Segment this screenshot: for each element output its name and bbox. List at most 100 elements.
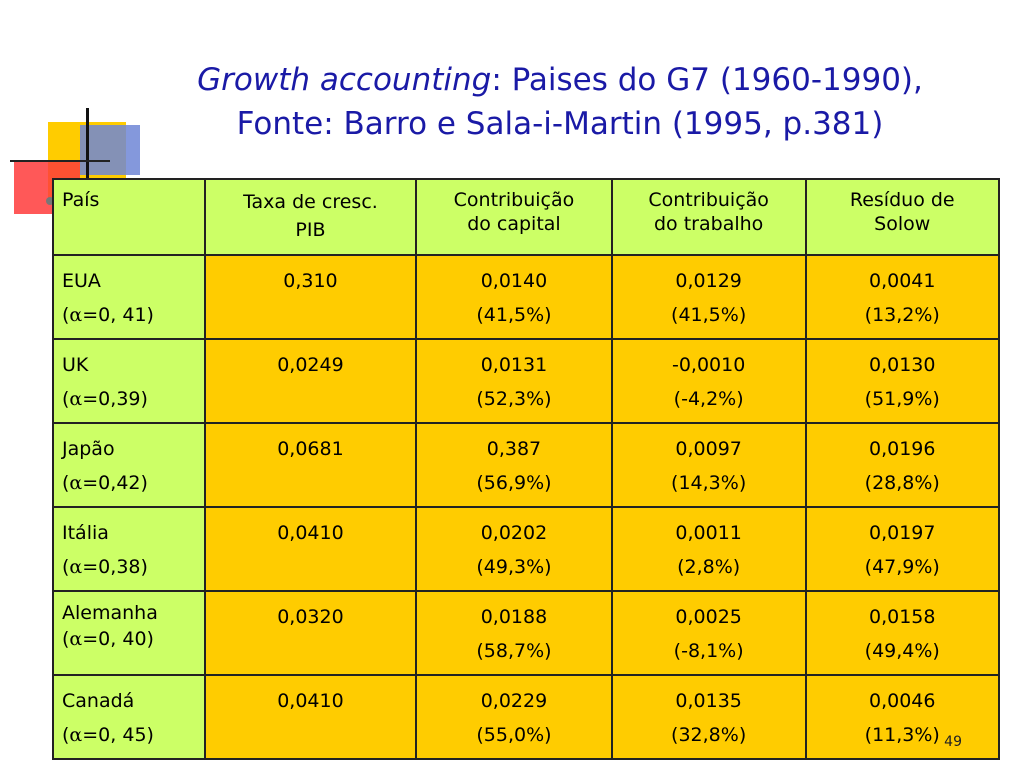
cell-value: 0,0188 — [480, 606, 548, 628]
cell-value: 0,0140 — [480, 270, 548, 292]
growth-accounting-table: País Taxa de cresc. PIB Contribuição do capi… — [52, 178, 1000, 760]
alpha-symbol: α — [69, 388, 83, 410]
capital-contribution-cell: 0,0140 (41,5%) — [415, 254, 613, 340]
open-paren: ( — [62, 628, 70, 650]
labor-contribution-cell: 0,0135 (32,8%) — [610, 674, 807, 760]
cell-percent: (49,4%) — [864, 640, 940, 662]
cell-value: 0,0131 — [480, 354, 548, 376]
cell-value: 0,0129 — [675, 270, 742, 292]
column-header: Contribuição do capital — [415, 178, 613, 256]
labor-contribution-cell: 0,0097 (14,3%) — [610, 422, 807, 508]
gdp-growth-cell: 0,0320 — [203, 590, 418, 676]
logo-vertical-line — [86, 108, 89, 203]
country-name: EUA — [62, 270, 101, 292]
alpha-symbol: α — [69, 304, 83, 326]
cell-value: 0,0130 — [869, 354, 936, 376]
capital-contribution-cell: 0,0131 (52,3%) — [415, 338, 613, 424]
slide-title: Growth accounting: Paises do G7 (1960-19… — [110, 58, 1010, 146]
cell-percent: (49,3%) — [476, 556, 552, 578]
gdp-growth-cell: 0,0410 — [203, 674, 418, 760]
solow-residual-cell: 0,0046 (11,3%) — [804, 674, 1000, 760]
solow-residual-cell: 0,0158 (49,4%) — [804, 590, 1000, 676]
country-name: Alemanha — [62, 602, 158, 624]
country-name: UK — [62, 354, 89, 376]
solow-residual-cell: 0,0196 (28,8%) — [804, 422, 1000, 508]
table-row: Japão (α=0,42) 0,0681 0,387 (56,9%) 0,0097 (14… — [52, 422, 1000, 508]
title-line-2: Fonte: Barro e Sala-i-Martin (1995, p.38… — [236, 106, 884, 142]
country-name: Itália — [62, 522, 109, 544]
gdp-growth-cell: 0,0681 — [203, 422, 418, 508]
alpha-symbol: α — [69, 724, 83, 746]
title-italic: Growth accounting — [197, 62, 492, 98]
column-header-text: PIB — [295, 219, 326, 241]
cell-value: 0,0229 — [480, 690, 548, 712]
labor-contribution-cell: 0,0011 (2,8%) — [610, 506, 807, 592]
capital-contribution-cell: 0,0188 (58,7%) — [415, 590, 613, 676]
country-alpha: (α=0, 40) — [62, 626, 196, 652]
alpha-value: =0, 41) — [82, 304, 154, 326]
open-paren: ( — [62, 556, 70, 578]
cell-value: 0,0158 — [869, 606, 936, 628]
cell-percent: (55,0%) — [476, 724, 552, 746]
country-alpha: (α=0,38) — [62, 550, 196, 584]
logo-horizontal-line — [10, 160, 110, 162]
column-header: Taxa de cresc. PIB — [203, 178, 418, 256]
alpha-value: =0, 40) — [82, 628, 154, 650]
cell-percent: (14,3%) — [671, 472, 747, 494]
cell-value: 0,0202 — [480, 522, 548, 544]
column-header-text: País — [62, 189, 100, 211]
cell-value: 0,0135 — [675, 690, 742, 712]
labor-contribution-cell: 0,0129 (41,5%) — [610, 254, 807, 340]
country-alpha: (α=0, 45) — [62, 718, 196, 752]
page-number: 49 — [944, 734, 962, 750]
column-header-text: do trabalho — [654, 213, 764, 235]
table-row: Canadá (α=0, 45) 0,0410 0,0229 (55,0%) 0,0135… — [52, 674, 1000, 760]
solow-residual-cell: 0,0041 (13,2%) — [804, 254, 1000, 340]
cell-value: 0,0197 — [869, 522, 936, 544]
country-alpha: (α=0, 41) — [62, 298, 196, 332]
alpha-value: =0,42) — [82, 472, 148, 494]
cell-percent: (32,8%) — [671, 724, 747, 746]
cell-percent: (41,5%) — [671, 304, 747, 326]
cell-percent: (58,7%) — [476, 640, 552, 662]
table-row: Itália (α=0,38) 0,0410 0,0202 (49,3%) 0,0011(… — [52, 506, 1000, 592]
gdp-growth-cell: 0,0410 — [203, 506, 418, 592]
column-header-text: Taxa de cresc. — [243, 191, 378, 213]
country-cell: EUA (α=0, 41) — [52, 254, 206, 340]
cell-value: 0,0196 — [869, 438, 936, 460]
capital-contribution-cell: 0,387 (56,9%) — [415, 422, 613, 508]
open-paren: ( — [62, 472, 70, 494]
capital-contribution-cell: 0,0202 (49,3%) — [415, 506, 613, 592]
cell-percent: (52,3%) — [476, 388, 552, 410]
table-header-row: País Taxa de cresc. PIB Contribuição do capi… — [52, 178, 1000, 256]
alpha-symbol: α — [69, 628, 83, 650]
country-cell: Alemanha (α=0, 40) — [52, 590, 206, 676]
labor-contribution-cell: -0,0010 (-4,2%) — [610, 338, 807, 424]
labor-contribution-cell: 0,0025 (-8,1%) — [610, 590, 807, 676]
cell-percent: (-4,2%) — [673, 388, 744, 410]
column-header: Contribuição do trabalho — [610, 178, 807, 256]
cell-percent: (56,9%) — [476, 472, 552, 494]
cell-percent: (41,5%) — [476, 304, 552, 326]
table-row: EUA (α=0, 41) 0,310 0,0140 (41,5%) 0,0129 (41,… — [52, 254, 1000, 340]
column-header: Resíduo de Solow — [804, 178, 1000, 256]
country-name: Canadá — [62, 690, 135, 712]
alpha-symbol: α — [69, 556, 83, 578]
country-cell: UK (α=0,39) — [52, 338, 206, 424]
capital-contribution-cell: 0,0229 (55,0%) — [415, 674, 613, 760]
column-header-text: Contribuição — [453, 189, 575, 211]
alpha-value: =0, 45) — [82, 724, 154, 746]
country-name: Japão — [62, 438, 115, 460]
gdp-growth-cell: 0,310 — [203, 254, 418, 340]
cell-percent: (2,8%) — [677, 556, 741, 578]
column-header-text: Contribuição — [648, 189, 769, 211]
cell-percent: (47,9%) — [864, 556, 940, 578]
bullet-dot — [46, 197, 54, 205]
cell-value: 0,0046 — [869, 690, 936, 712]
column-header-text: do capital — [467, 213, 561, 235]
open-paren: ( — [62, 304, 70, 326]
cell-value: 0,0097 — [675, 438, 742, 460]
cell-value: -0,0010 — [671, 354, 746, 376]
cell-percent: (28,8%) — [864, 472, 940, 494]
column-header-text: Solow — [874, 213, 931, 235]
